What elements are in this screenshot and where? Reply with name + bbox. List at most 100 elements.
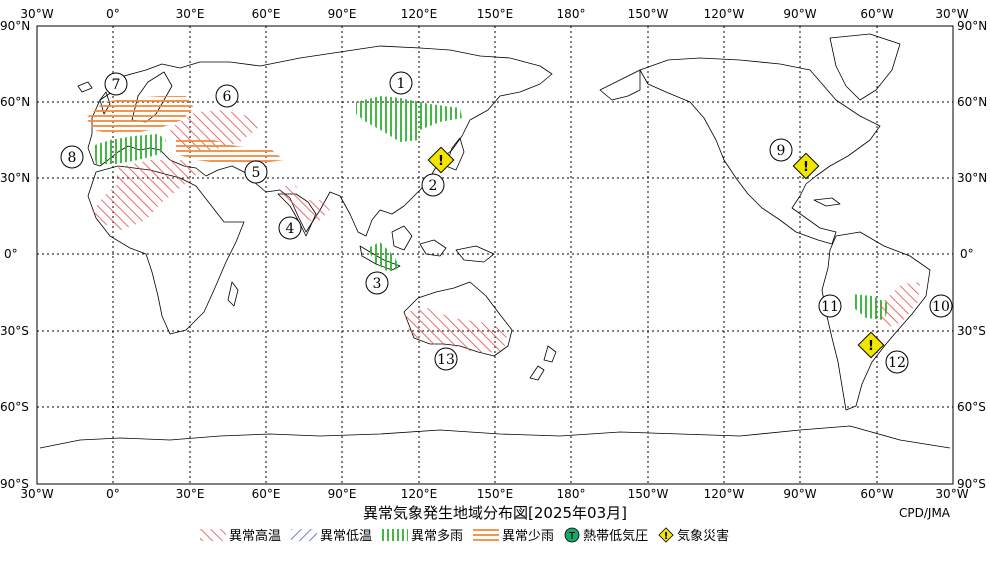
svg-text:90°E: 90°E (328, 487, 357, 501)
svg-text:30°W: 30°W (935, 7, 968, 21)
legend-dry-label: 異常少雨 (502, 529, 555, 544)
left-lat-labels: 90°N 60°N 30°N 0° 30°S 60°S 90°S (0, 19, 30, 491)
svg-text:30°E: 30°E (176, 487, 205, 501)
svg-text:!: ! (868, 339, 874, 354)
bottom-lon-labels: 30°W 0° 30°E 60°E 90°E 120°E 150°E 180° … (20, 487, 968, 501)
region-dry-middle-east (176, 138, 284, 164)
region-label-6: 6 (215, 84, 239, 108)
svg-text:2: 2 (429, 178, 438, 194)
svg-text:90°W: 90°W (783, 487, 816, 501)
svg-text:30°N: 30°N (0, 171, 30, 185)
svg-text:0°: 0° (960, 247, 974, 261)
region-hot-brazil (880, 282, 920, 328)
disaster-marker-south-america: ! (857, 331, 885, 359)
svg-text:30°W: 30°W (935, 487, 968, 501)
svg-text:60°S: 60°S (0, 400, 29, 414)
graticule (37, 26, 953, 484)
right-lat-labels: 90°N 60°N 30°N 0° 30°S 60°S 90°S (957, 19, 987, 491)
region-label-7: 7 (104, 72, 128, 96)
region-wet-indonesia (368, 242, 400, 272)
legend-disaster: ! 気象災害 (658, 525, 729, 544)
svg-text:T: T (568, 531, 576, 542)
region-label-5: 5 (244, 160, 268, 184)
svg-text:60°W: 60°W (860, 487, 893, 501)
region-wet-siberia (356, 96, 462, 142)
svg-text:60°S: 60°S (957, 400, 986, 414)
map-title: 異常気象発生地域分布図[2025年03月] (363, 504, 627, 522)
svg-text:1: 1 (397, 76, 406, 92)
svg-text:!: ! (803, 160, 809, 175)
region-label-11: 11 (818, 294, 842, 318)
region-label-2: 2 (421, 173, 445, 197)
tropical-cyclone-icon: T (564, 527, 580, 542)
svg-text:30°N: 30°N (957, 171, 987, 185)
svg-text:180°: 180° (557, 7, 586, 21)
svg-text:6: 6 (223, 89, 232, 105)
svg-text:180°: 180° (557, 487, 586, 501)
wet-hatch-icon (382, 528, 409, 541)
svg-text:60°E: 60°E (252, 487, 281, 501)
svg-text:4: 4 (286, 221, 295, 237)
svg-text:30°S: 30°S (0, 324, 29, 338)
svg-text:0°: 0° (106, 487, 120, 501)
legend-hot-label: 異常高温 (229, 529, 282, 544)
legend-disaster-label: 気象災害 (677, 529, 730, 544)
svg-text:90°N: 90°N (0, 19, 30, 33)
region-label-13: 13 (434, 347, 458, 371)
credit: CPD/JMA (899, 506, 950, 520)
disaster-marker-east-asia: ! (427, 146, 455, 174)
region-numbers: 1 2 3 4 5 6 7 8 9 10 11 12 13 (60, 71, 953, 374)
svg-text:5: 5 (252, 165, 261, 181)
svg-text:30°W: 30°W (20, 487, 53, 501)
svg-text:150°E: 150°E (477, 7, 514, 21)
region-hot-australia (404, 308, 508, 354)
svg-text:8: 8 (68, 150, 77, 166)
svg-text:60°N: 60°N (0, 95, 30, 109)
svg-text:0°: 0° (4, 247, 18, 261)
svg-text:150°W: 150°W (628, 7, 669, 21)
anomaly-regions (86, 96, 920, 354)
region-label-12: 12 (885, 350, 909, 374)
svg-text:7: 7 (112, 77, 121, 93)
svg-text:12: 12 (888, 355, 906, 371)
svg-text:3: 3 (373, 276, 382, 292)
svg-text:150°W: 150°W (628, 487, 669, 501)
svg-text:60°N: 60°N (957, 95, 987, 109)
svg-text:90°S: 90°S (0, 477, 29, 491)
region-label-3: 3 (365, 271, 389, 295)
svg-text:120°W: 120°W (704, 7, 745, 21)
svg-text:30°S: 30°S (957, 324, 986, 338)
legend: 異常高温 異常低温 異常多雨 異常少雨 T 熱帯低気圧 ! 気象災害 (200, 525, 729, 544)
svg-text:30°W: 30°W (20, 7, 53, 21)
svg-text:30°E: 30°E (176, 7, 205, 21)
top-lon-labels: 30°W 0° 30°E 60°E 90°E 120°E 150°E 180° … (20, 7, 968, 21)
svg-text:!: ! (664, 531, 669, 542)
region-label-9: 9 (769, 138, 793, 162)
map-frame (36, 25, 954, 485)
svg-text:60°E: 60°E (252, 7, 281, 21)
svg-text:!: ! (438, 154, 444, 169)
legend-cold-label: 異常低温 (320, 529, 373, 544)
region-label-4: 4 (278, 216, 302, 240)
dry-hatch-icon (473, 528, 500, 541)
region-label-8: 8 (60, 145, 84, 169)
svg-text:11: 11 (821, 299, 839, 315)
svg-text:90°W: 90°W (783, 7, 816, 21)
hot-hatch-icon (200, 528, 226, 541)
region-hot-north-africa (92, 160, 200, 230)
region-wet-mediterranean (92, 134, 166, 164)
svg-text:9: 9 (777, 143, 786, 159)
svg-text:120°E: 120°E (401, 487, 438, 501)
disaster-warning-icon: ! (658, 526, 674, 543)
svg-text:13: 13 (437, 352, 455, 368)
legend-cyclone-label: 熱帯低気圧 (583, 529, 649, 544)
legend-wet: 異常多雨 (382, 525, 463, 544)
region-dry-europe (86, 96, 194, 134)
legend-dry: 異常少雨 (473, 525, 554, 544)
legend-wet-label: 異常多雨 (411, 529, 464, 544)
region-label-10: 10 (929, 294, 953, 318)
svg-text:60°W: 60°W (860, 7, 893, 21)
region-label-1: 1 (389, 71, 413, 95)
legend-cold: 異常低温 (291, 525, 372, 544)
